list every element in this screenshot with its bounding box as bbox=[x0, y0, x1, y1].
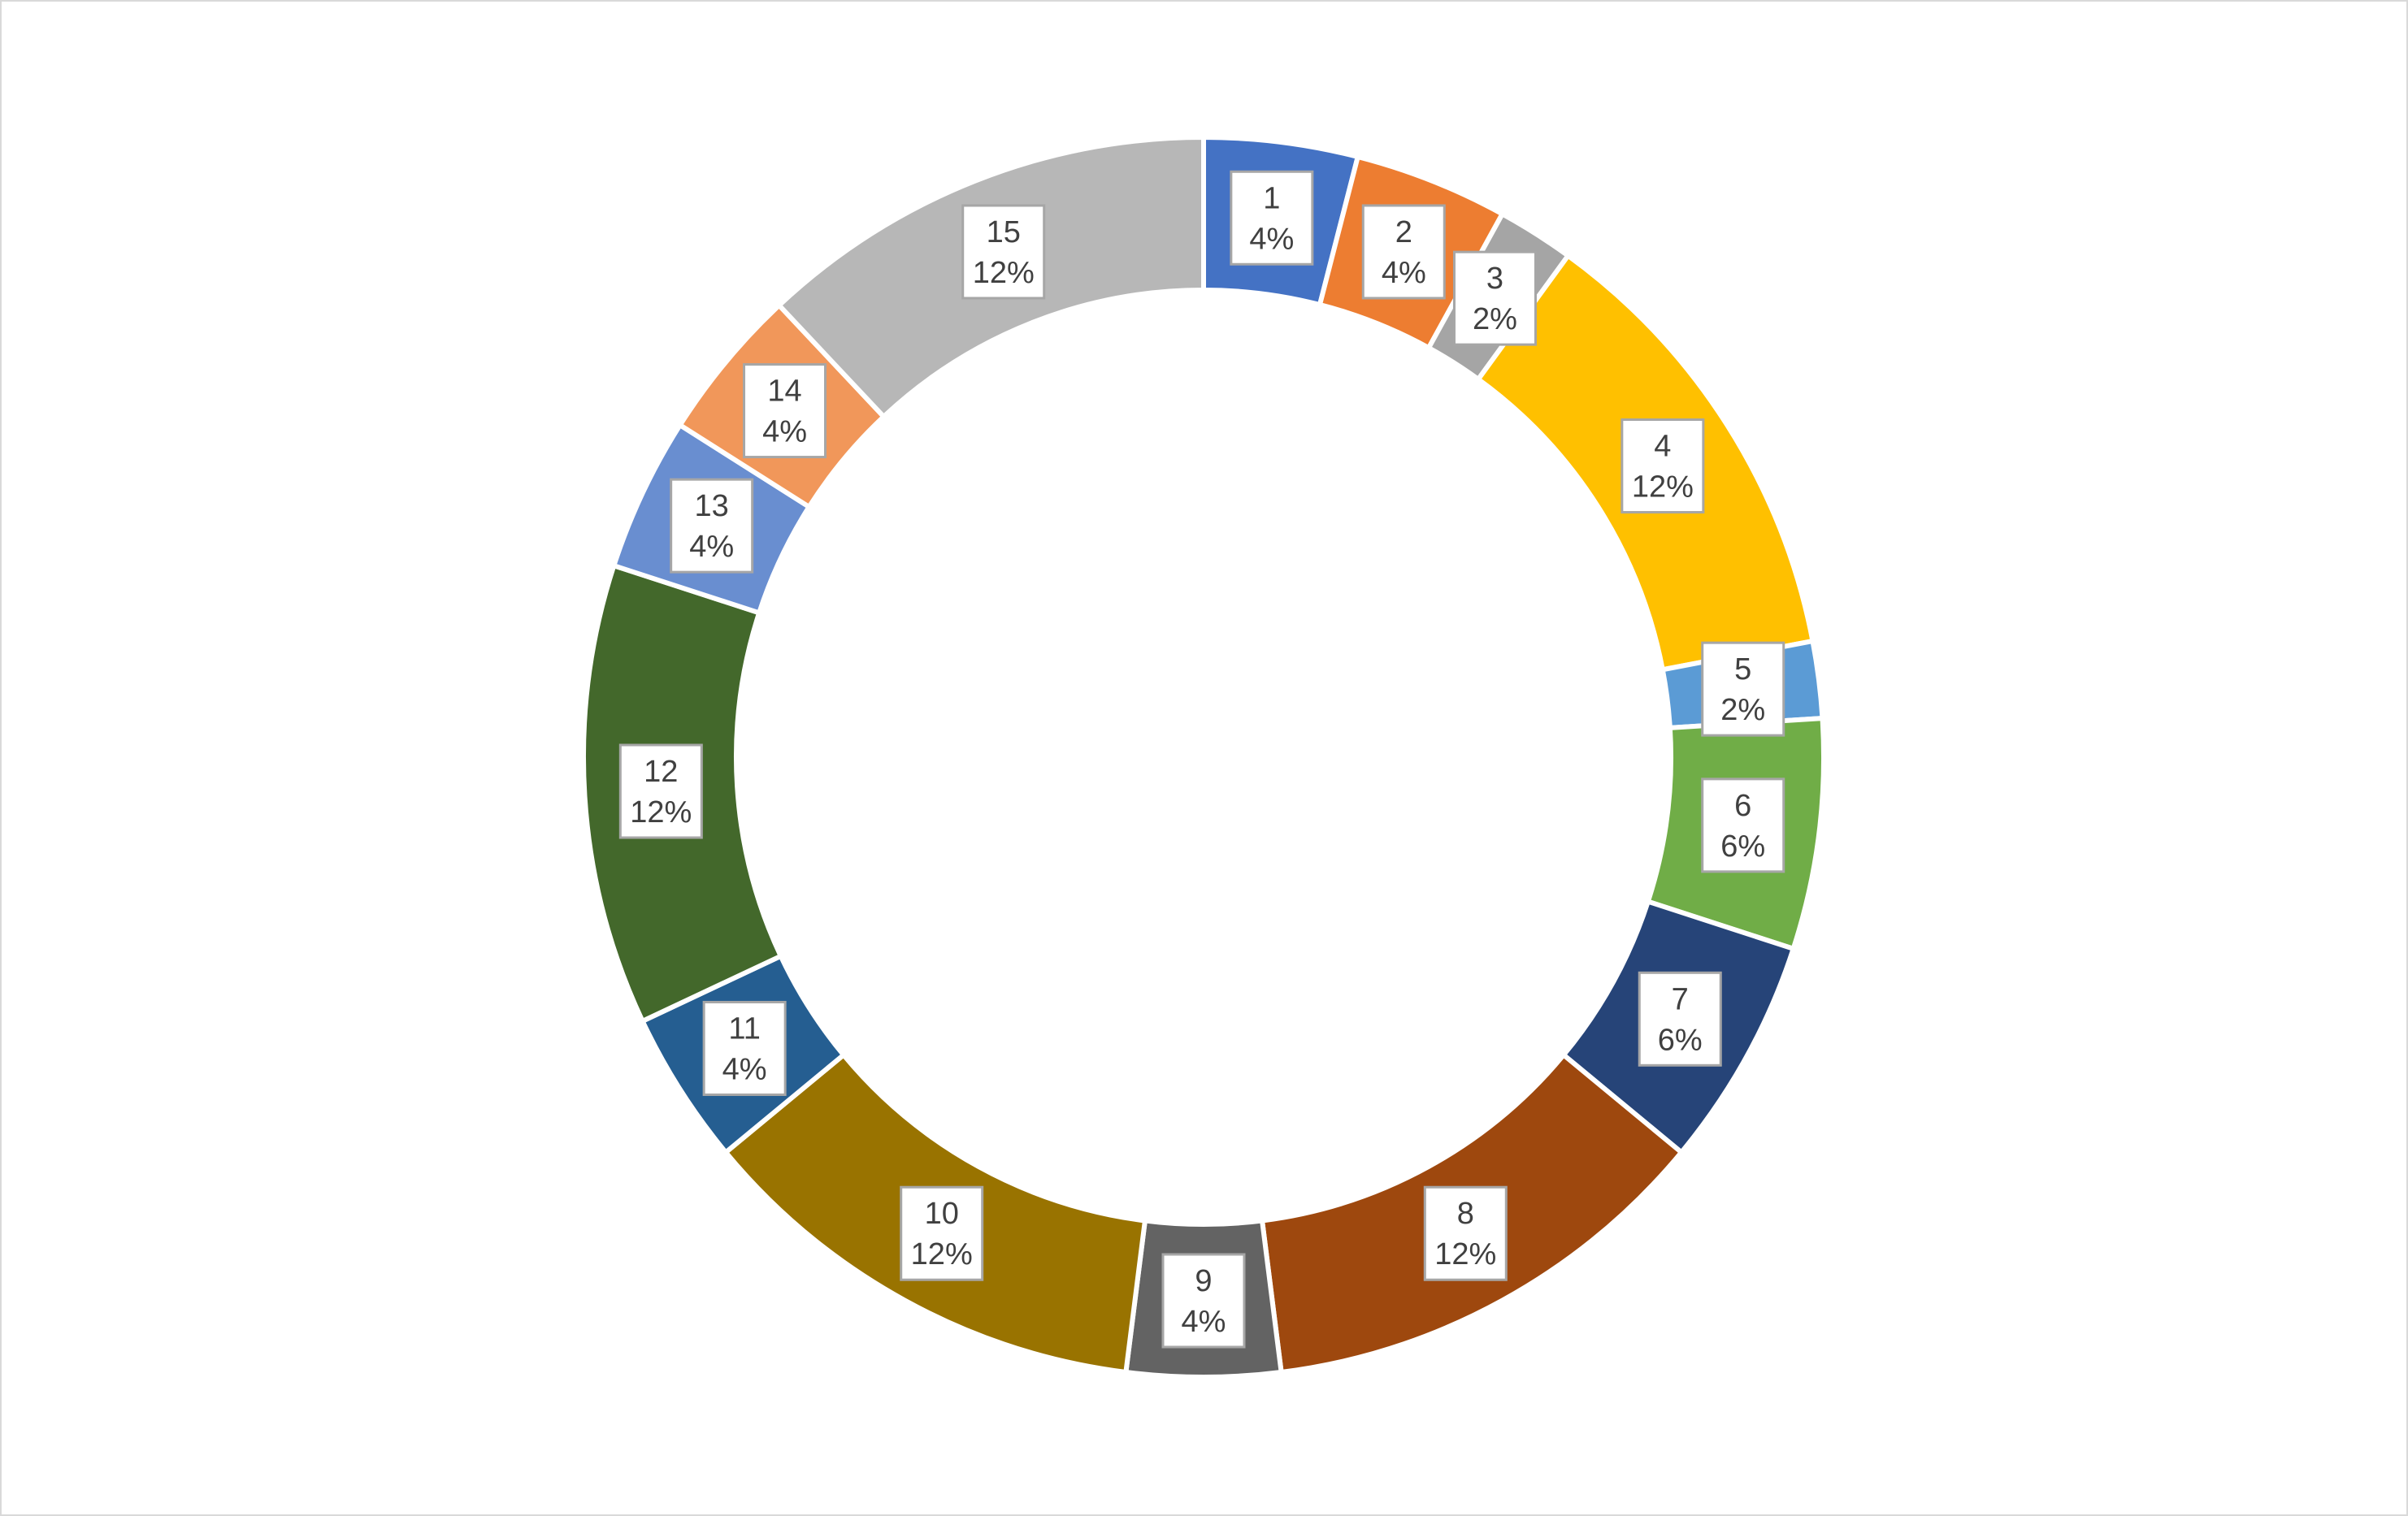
data-label-9: 94% bbox=[1163, 1254, 1244, 1347]
data-label-category: 12 bbox=[644, 755, 678, 789]
data-label-percent: 2% bbox=[1473, 302, 1517, 336]
data-label-category: 13 bbox=[695, 489, 729, 523]
data-label-category: 15 bbox=[987, 215, 1021, 249]
data-label-percent: 12% bbox=[973, 256, 1035, 290]
data-label-category: 3 bbox=[1486, 262, 1503, 296]
data-label-category: 14 bbox=[767, 375, 801, 409]
data-label-percent: 12% bbox=[1434, 1237, 1496, 1271]
data-label-category: 4 bbox=[1654, 430, 1671, 464]
data-label-category: 8 bbox=[1457, 1197, 1474, 1231]
data-label-percent: 12% bbox=[1632, 470, 1694, 505]
data-label-percent: 4% bbox=[689, 530, 734, 564]
data-label-14: 144% bbox=[744, 365, 826, 457]
data-label-11: 114% bbox=[704, 1002, 785, 1094]
data-label-percent: 6% bbox=[1658, 1023, 1703, 1057]
data-label-category: 7 bbox=[1672, 982, 1689, 1016]
data-label-category: 9 bbox=[1195, 1264, 1212, 1298]
data-label-percent: 6% bbox=[1720, 829, 1765, 864]
data-label-percent: 2% bbox=[1720, 693, 1765, 727]
data-label-1: 14% bbox=[1231, 171, 1312, 264]
data-label-percent: 4% bbox=[722, 1052, 767, 1086]
data-label-category: 1 bbox=[1263, 181, 1280, 215]
data-label-5: 52% bbox=[1703, 643, 1784, 735]
data-label-percent: 4% bbox=[762, 415, 807, 449]
data-label-7: 76% bbox=[1639, 972, 1720, 1065]
slices-group bbox=[584, 137, 1824, 1377]
data-label-category: 6 bbox=[1734, 789, 1751, 823]
data-label-2: 24% bbox=[1363, 206, 1444, 298]
data-label-category: 10 bbox=[925, 1197, 959, 1231]
data-label-3: 32% bbox=[1454, 252, 1535, 344]
data-label-percent: 12% bbox=[911, 1237, 973, 1271]
data-label-percent: 4% bbox=[1182, 1305, 1226, 1339]
data-label-13: 134% bbox=[671, 479, 753, 572]
data-label-category: 5 bbox=[1734, 652, 1751, 687]
data-label-category: 11 bbox=[728, 1011, 760, 1046]
data-label-percent: 4% bbox=[1382, 256, 1426, 290]
data-label-category: 2 bbox=[1395, 215, 1412, 249]
data-label-6: 66% bbox=[1703, 779, 1784, 872]
data-label-4: 412% bbox=[1622, 420, 1703, 513]
data-label-percent: 12% bbox=[630, 795, 692, 829]
data-label-8: 812% bbox=[1425, 1187, 1506, 1280]
data-label-percent: 4% bbox=[1249, 222, 1294, 256]
